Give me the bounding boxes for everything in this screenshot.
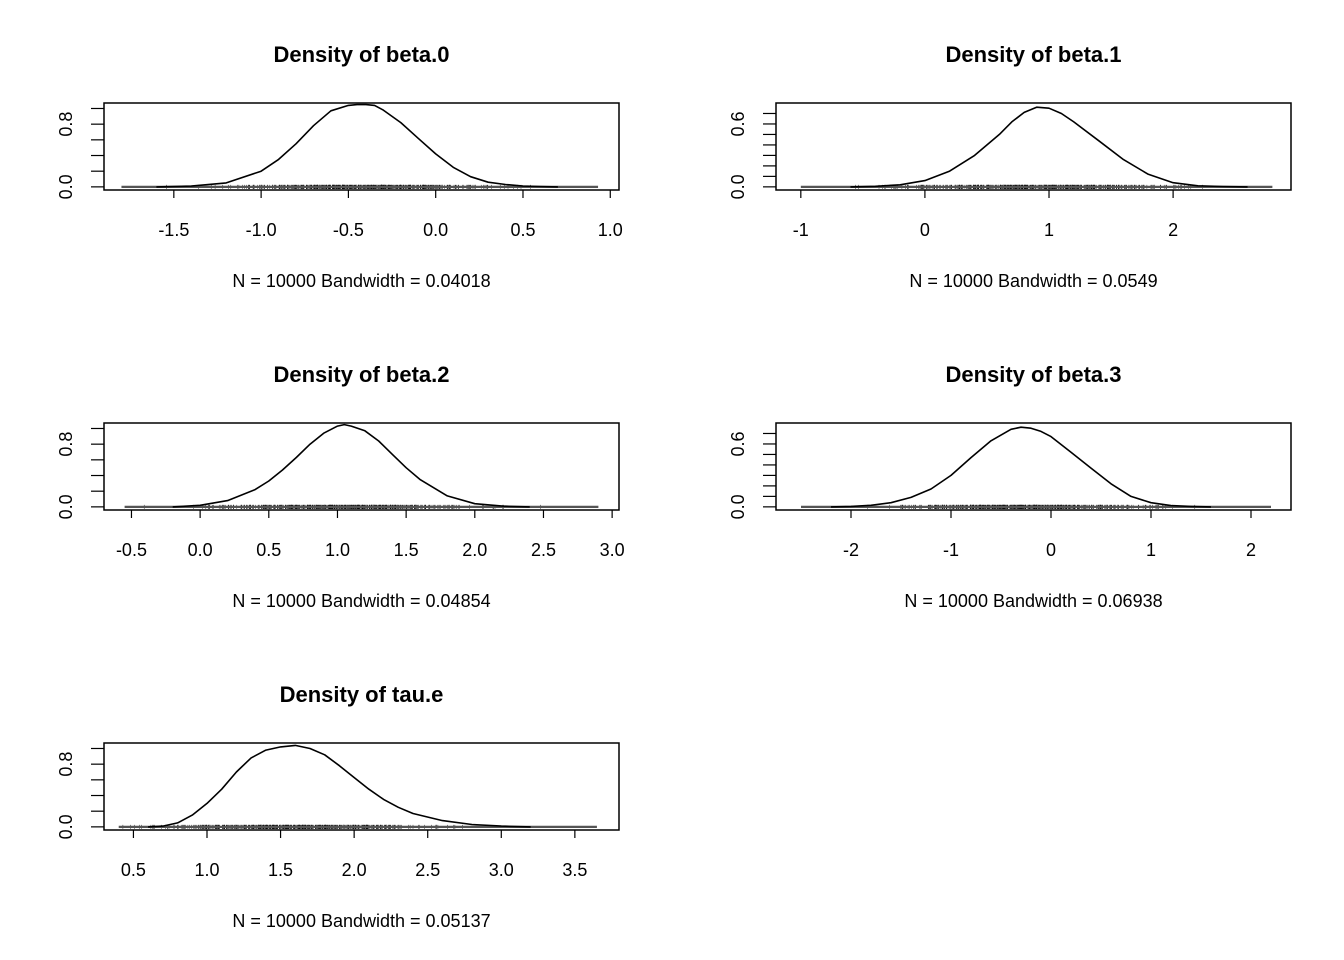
panel-subtitle: N = 10000 Bandwidth = 0.06938 xyxy=(904,591,1162,611)
panel-subtitle: N = 10000 Bandwidth = 0.0549 xyxy=(909,271,1157,291)
density-curve xyxy=(156,103,558,188)
y-tick-label: 0.8 xyxy=(56,752,76,777)
x-tick-label: 3.0 xyxy=(600,540,625,560)
y-tick-label: 0.0 xyxy=(56,494,76,519)
panel-title: Density of beta.3 xyxy=(945,362,1121,387)
x-tick-label: 2.0 xyxy=(342,860,367,880)
panel-title: Density of beta.2 xyxy=(273,362,449,387)
rug-marks xyxy=(121,184,599,189)
plot-frame xyxy=(775,422,1292,511)
x-tick-label: 1.5 xyxy=(394,540,419,560)
plot-frame xyxy=(103,102,620,191)
panel-title: Density of beta.0 xyxy=(273,42,449,67)
panel-subtitle: N = 10000 Bandwidth = 0.05137 xyxy=(232,911,490,931)
y-tick-label: 0.0 xyxy=(56,814,76,839)
rug-marks xyxy=(800,184,1273,189)
x-tick-label: 0.0 xyxy=(423,220,448,240)
x-tick-label: 1.0 xyxy=(194,860,219,880)
x-tick-label: -1 xyxy=(943,540,959,560)
x-tick-label: -0.5 xyxy=(333,220,364,240)
x-tick-label: 2.0 xyxy=(462,540,487,560)
y-tick-label: 0.0 xyxy=(728,174,748,199)
plot-frame xyxy=(103,422,620,511)
y-tick-label: 0.0 xyxy=(56,174,76,199)
x-tick-label: 1 xyxy=(1146,540,1156,560)
density-curve xyxy=(172,423,530,508)
x-tick-label: -2 xyxy=(843,540,859,560)
x-tick-label: 3.5 xyxy=(562,860,587,880)
x-tick-label: 2.5 xyxy=(531,540,556,560)
x-tick-label: 1 xyxy=(1044,220,1054,240)
x-tick-label: 0.5 xyxy=(256,540,281,560)
x-tick-label: 2.5 xyxy=(415,860,440,880)
x-tick-label: 1.0 xyxy=(325,540,350,560)
x-tick-label: 0 xyxy=(920,220,930,240)
panel-title: Density of beta.1 xyxy=(945,42,1121,67)
density-curve xyxy=(850,106,1248,188)
panel-subtitle: N = 10000 Bandwidth = 0.04018 xyxy=(232,271,490,291)
x-tick-label: 0 xyxy=(1046,540,1056,560)
y-tick-label: 0.6 xyxy=(728,431,748,456)
panel-subtitle: N = 10000 Bandwidth = 0.04854 xyxy=(232,591,490,611)
x-tick-label: 0.0 xyxy=(188,540,213,560)
density-panel-4: Density of tau.e 0.5 1.0 1.5 2.0 2.5 3.0 3.5 0.0… xyxy=(56,682,620,931)
x-tick-label: 1.0 xyxy=(598,220,623,240)
y-tick-label: 0.6 xyxy=(728,111,748,136)
x-tick-label: 0.5 xyxy=(510,220,535,240)
density-panel-1: Density of beta.1 -1 0 1 2 0.0 0.6 N = 10000 Ba… xyxy=(728,42,1292,291)
density-panel-0: Density of beta.0 -1.5 -1.0 -0.5 0.0 0.5 1.0 0.… xyxy=(56,42,623,291)
density-curve xyxy=(148,744,531,828)
x-tick-label: -0.5 xyxy=(116,540,147,560)
x-tick-label: -1 xyxy=(793,220,809,240)
panel-title: Density of tau.e xyxy=(280,682,444,707)
x-tick-label: -1.5 xyxy=(158,220,189,240)
density-panel-2: Density of beta.2 -0.5 0.0 0.5 1.0 1.5 2.0 2.5 3… xyxy=(56,362,625,611)
y-tick-label: 0.0 xyxy=(728,494,748,519)
x-tick-label: -1.0 xyxy=(246,220,277,240)
x-tick-label: 1.5 xyxy=(268,860,293,880)
plot-frame xyxy=(103,742,620,831)
density-curve xyxy=(830,426,1212,508)
x-tick-label: 0.5 xyxy=(121,860,146,880)
y-tick-label: 0.8 xyxy=(56,432,76,457)
plot-frame xyxy=(775,102,1292,191)
x-tick-label: 2 xyxy=(1246,540,1256,560)
x-tick-label: 3.0 xyxy=(489,860,514,880)
density-panel-3: Density of beta.3 -2 -1 0 1 2 0.0 0.6 N = 10000 … xyxy=(728,362,1292,611)
x-tick-label: 2 xyxy=(1168,220,1178,240)
y-tick-label: 0.8 xyxy=(56,112,76,137)
